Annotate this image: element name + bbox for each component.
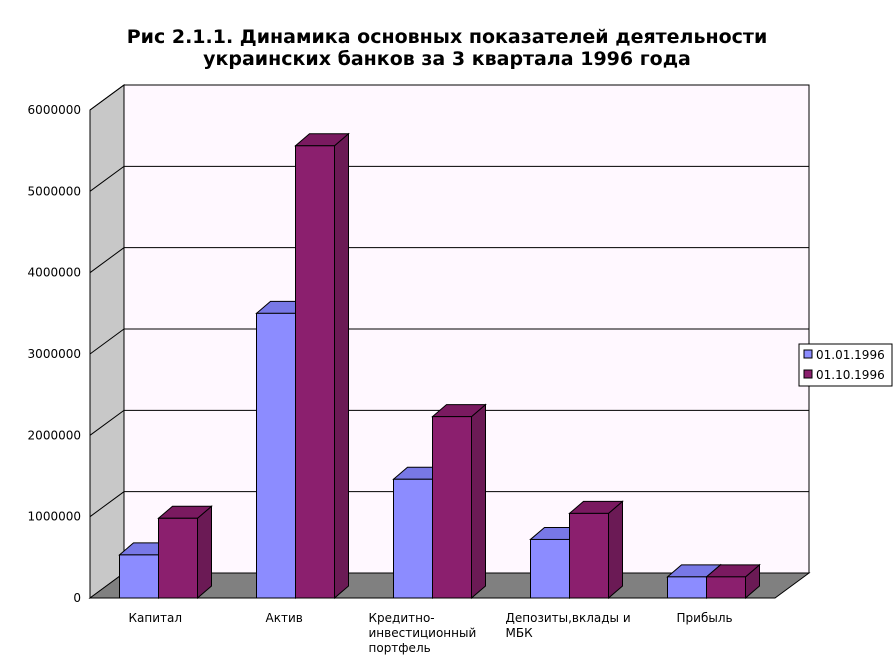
gridline — [89, 247, 809, 274]
bar-front — [256, 312, 296, 599]
x-category-label: Актив — [266, 611, 303, 625]
y-tick-label: 2000000 — [28, 428, 81, 442]
x-category-label: Капитал — [129, 611, 183, 625]
bar-1-4 — [705, 563, 761, 600]
x-category-label: Кредитно- — [369, 611, 435, 625]
bar-front — [295, 145, 335, 599]
x-category-label: МБК — [506, 626, 534, 640]
legend-swatch — [803, 349, 813, 359]
x-category-label: инвестиционный — [369, 626, 477, 640]
legend-swatch — [803, 369, 813, 379]
bar-1-0 — [157, 505, 213, 600]
gridline — [89, 84, 809, 111]
bar-front — [393, 478, 433, 599]
bar-front — [667, 576, 707, 599]
bar-front — [530, 538, 570, 599]
bar-1-2 — [431, 403, 487, 600]
bar-side — [197, 505, 212, 600]
y-tick-label: 0 — [73, 591, 81, 605]
bar-side — [608, 500, 623, 600]
bar-front — [569, 512, 609, 599]
x-category-label: Прибыль — [677, 611, 733, 625]
bar-side — [334, 132, 349, 600]
bar-front — [119, 554, 159, 599]
bar-1-3 — [568, 500, 624, 600]
bar-side — [471, 403, 486, 600]
y-tick-label: 5000000 — [28, 184, 81, 198]
y-tick-label: 3000000 — [28, 347, 81, 361]
x-category-label: портфель — [369, 641, 431, 655]
gridline — [89, 165, 809, 192]
chart-title-line-1: Рис 2.1.1. Динамика основных показателей… — [127, 26, 768, 48]
y-tick-label: 6000000 — [28, 103, 81, 117]
bars — [118, 132, 761, 600]
bar-front — [158, 517, 198, 599]
gridlines — [89, 84, 809, 518]
bar-1-1 — [294, 132, 350, 600]
x-axis-category-labels: Капитал Актив Кредитно-инвестиционныйпортф… — [129, 611, 733, 655]
y-axis-ticks: 0 1000000 2000000 3000000 4000000 5000000 6000… — [28, 103, 81, 605]
gridline — [89, 409, 809, 436]
y-tick-label: 1000000 — [28, 510, 81, 524]
legend-box — [798, 343, 893, 387]
gridline — [89, 328, 809, 355]
legend: 01.01.1996 01.10.1996 — [798, 343, 893, 387]
chart-title-line-2: украинских банков за 3 квартала 1996 год… — [203, 48, 691, 70]
bar-front — [432, 416, 472, 599]
bar-front — [706, 576, 746, 599]
gridline — [89, 491, 809, 518]
x-category-label: Депозиты,вклады и — [506, 611, 631, 625]
y-tick-label: 4000000 — [28, 266, 81, 280]
chart-title: Рис 2.1.1. Динамика основных показателей… — [127, 26, 768, 70]
legend-label: 01.01.1996 — [816, 348, 885, 362]
legend-label: 01.10.1996 — [816, 368, 885, 382]
